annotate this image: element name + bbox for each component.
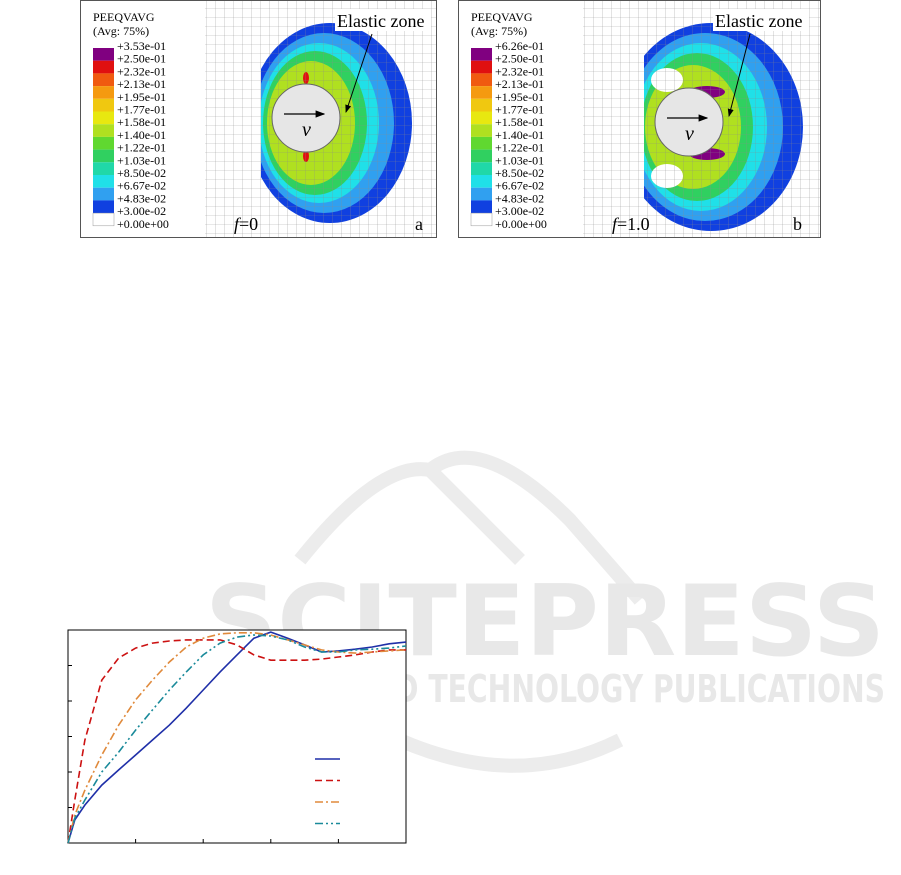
legend-subtitle: (Avg: 75%) [93,24,149,38]
legend-subtitle: (Avg: 75%) [471,24,527,38]
legend-swatch [471,187,492,201]
legend-level: +1.22e-01 [495,141,544,155]
legend-swatch [471,149,492,163]
label-bg [713,9,809,31]
legend-level: +8.50e-02 [117,166,166,180]
legend-swatch [471,200,492,214]
legend-swatch [93,200,114,214]
legend-swatch [93,86,114,99]
tool [654,87,724,157]
legend-swatch [93,98,114,112]
label-bg [335,9,431,31]
panel-label: b [793,214,802,234]
parameter-value: =1.0 [617,214,650,234]
legend-level: +1.03e-01 [117,153,166,167]
legend-level: +3.00e-02 [495,204,544,218]
legend-level: +1.58e-01 [117,115,166,129]
legend-swatch [471,136,492,150]
legend-level: +2.13e-01 [117,77,166,91]
legend-level: +2.32e-01 [117,64,166,78]
series-line [67,631,407,844]
legend-level: +1.58e-01 [495,115,544,129]
fem-panel: v Elastic zone f=0 a PEEQVAVG(Avg: 75%)+3.53… [80,0,437,238]
legend-level: +4.83e-02 [117,191,166,205]
legend-swatch [93,60,114,74]
legend-level: +0.00e+00 [495,217,547,231]
legend-swatch [471,124,492,137]
legend-swatch [471,162,492,175]
legend-title: PEEQVAVG [93,10,155,24]
velocity-label: v [685,123,694,145]
legend-level: +1.95e-01 [117,90,166,104]
legend-level: +3.00e-02 [117,204,166,218]
legend-level: +4.83e-02 [495,191,544,205]
logo-stroke [425,450,646,605]
legend-swatch [92,212,115,227]
legend-swatch [471,48,492,61]
legend-swatch [93,136,114,150]
legend-swatch [93,175,114,188]
legend-level: +1.95e-01 [495,90,544,104]
legend-swatch [93,149,114,163]
legend-level: +1.03e-01 [495,153,544,167]
legend-title: PEEQVAVG [471,10,533,24]
panel-label: a [415,214,423,234]
annotation: Elastic zone [715,11,802,31]
legend-swatch [471,73,492,87]
legend-swatch [471,86,492,99]
legend-swatch [93,48,114,61]
legend-level: +6.67e-02 [495,179,544,193]
annotation: Elastic zone [337,11,424,31]
legend-swatch [471,60,492,74]
legend-level: +1.40e-01 [117,128,166,142]
legend-level: +2.32e-01 [495,64,544,78]
parameter-label: f=0 [234,214,258,234]
series-line [67,634,407,844]
legend-level: +2.50e-01 [495,52,544,66]
legend-swatch [93,124,114,137]
legend-level: +6.67e-02 [117,179,166,193]
legend-level: +1.77e-01 [495,103,544,117]
series-line [67,632,407,844]
legend-swatch [93,111,114,125]
legend-level: +1.77e-01 [117,103,166,117]
legend-swatch [470,212,493,227]
legend-level: +2.13e-01 [495,77,544,91]
series-line [67,639,406,844]
plot-frame [67,629,407,844]
annotation-arrow [345,33,373,113]
legend-swatch [471,98,492,112]
legend-level: +2.50e-01 [117,52,166,66]
legend-swatch [471,175,492,188]
annotation-arrow [727,33,751,117]
legend-level: +3.53e-01 [117,39,166,53]
line-chart [67,629,407,844]
parameter-symbol: f [234,214,242,234]
legend-swatch [93,162,114,175]
parameter-label: f=1.0 [612,214,650,234]
legend-level: +6.26e-01 [495,39,544,53]
logo-stroke [294,462,525,565]
legend-level: +1.40e-01 [495,128,544,142]
legend-level: +1.22e-01 [117,141,166,155]
velocity-label: v [302,119,311,141]
legend-level: +8.50e-02 [495,166,544,180]
legend-swatch [93,73,114,87]
legend-level: +0.00e+00 [117,217,169,231]
legend-swatch [471,111,492,125]
parameter-symbol: f [612,214,620,234]
tool [271,83,341,153]
parameter-value: =0 [239,214,258,234]
legend-swatch [93,187,114,201]
